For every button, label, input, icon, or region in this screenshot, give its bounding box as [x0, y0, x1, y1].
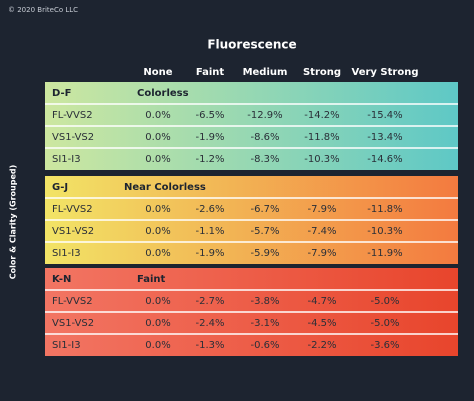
row-label: VS1-VS2	[52, 132, 94, 143]
cell-value: 0.0%	[145, 132, 170, 143]
cell-value: -15.4%	[367, 110, 402, 121]
cell-value: -5.0%	[370, 318, 399, 329]
column-header: Faint	[196, 67, 225, 78]
cell-value: -11.9%	[367, 248, 402, 259]
row-label: SI1-I3	[52, 248, 81, 259]
group-name: Near Colorless	[124, 182, 206, 193]
group-name: Colorless	[137, 88, 189, 99]
cell-value: -7.9%	[307, 248, 336, 259]
row-label: FL-VVS2	[52, 204, 93, 215]
group-label: G-J	[52, 182, 68, 193]
cell-value: -7.9%	[307, 204, 336, 215]
cell-value: -10.3%	[304, 154, 339, 165]
group-label: K-N	[52, 274, 71, 285]
row-axis-label: Color & Clarity (Grouped)	[9, 165, 18, 280]
copyright: © 2020 BriteCo LLC	[8, 6, 78, 14]
cell-value: -3.8%	[250, 296, 279, 307]
row-label: VS1-VS2	[52, 318, 94, 329]
row-label: VS1-VS2	[52, 226, 94, 237]
group-label: D-F	[52, 88, 71, 99]
cell-value: 0.0%	[145, 226, 170, 237]
cell-value: -5.0%	[370, 296, 399, 307]
cell-value: 0.0%	[145, 340, 170, 351]
row-label: FL-VVS2	[52, 296, 93, 307]
cell-value: -14.6%	[367, 154, 402, 165]
cell-value: -11.8%	[367, 204, 402, 215]
column-header: Very Strong	[352, 67, 419, 78]
column-header: Strong	[303, 67, 341, 78]
cell-value: 0.0%	[145, 248, 170, 259]
cell-value: -2.4%	[195, 318, 224, 329]
cell-value: -2.7%	[195, 296, 224, 307]
cell-value: -13.4%	[367, 132, 402, 143]
cell-value: -5.7%	[250, 226, 279, 237]
row-label: FL-VVS2	[52, 110, 93, 121]
cell-value: -1.3%	[195, 340, 224, 351]
cell-value: -8.3%	[250, 154, 279, 165]
row-label: SI1-I3	[52, 154, 81, 165]
column-header: Medium	[243, 67, 288, 78]
cell-value: 0.0%	[145, 110, 170, 121]
cell-value: -3.1%	[250, 318, 279, 329]
cell-value: -1.9%	[195, 248, 224, 259]
cell-value: -3.6%	[370, 340, 399, 351]
group-name: Faint	[137, 274, 166, 285]
cell-value: -2.2%	[307, 340, 336, 351]
cell-value: -11.8%	[304, 132, 339, 143]
cell-value: -12.9%	[247, 110, 282, 121]
cell-value: -1.1%	[195, 226, 224, 237]
cell-value: -5.9%	[250, 248, 279, 259]
cell-value: -10.3%	[367, 226, 402, 237]
cell-value: -8.6%	[250, 132, 279, 143]
cell-value: -1.2%	[195, 154, 224, 165]
title: Fluorescence	[207, 38, 296, 52]
cell-value: 0.0%	[145, 318, 170, 329]
cell-value: -14.2%	[304, 110, 339, 121]
cell-value: -6.7%	[250, 204, 279, 215]
column-header: None	[143, 67, 172, 78]
cell-value: 0.0%	[145, 154, 170, 165]
cell-value: -1.9%	[195, 132, 224, 143]
cell-value: -2.6%	[195, 204, 224, 215]
cell-value: 0.0%	[145, 296, 170, 307]
cell-value: -4.5%	[307, 318, 336, 329]
cell-value: -4.7%	[307, 296, 336, 307]
cell-value: 0.0%	[145, 204, 170, 215]
row-label: SI1-I3	[52, 340, 81, 351]
cell-value: -7.4%	[307, 226, 336, 237]
cell-value: -0.6%	[250, 340, 279, 351]
cell-value: -6.5%	[195, 110, 224, 121]
